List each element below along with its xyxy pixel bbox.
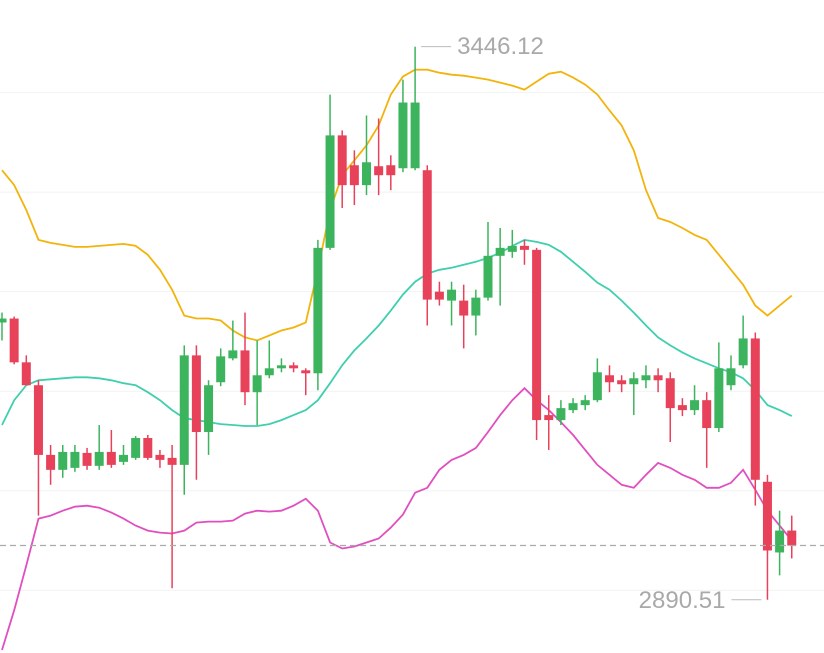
candle-body [191,355,201,433]
candle-body [580,400,590,406]
candle-body [167,457,177,465]
candle-body [775,530,785,553]
candle-body [155,454,165,460]
candle-body [313,247,323,374]
candle-body [9,318,19,363]
candle-body [362,162,371,186]
candle-body [106,451,116,465]
candle-body [410,102,420,169]
candle-body [592,372,602,401]
candle-body [228,350,238,359]
candle-body [70,451,80,468]
candle-body [762,481,772,551]
candle-body [82,452,92,466]
max-label: 3446.12 [457,33,544,60]
candle-body [398,102,408,169]
candle-body [46,454,56,470]
candle-body [787,530,797,546]
candle-body [459,300,469,316]
candle-body [519,245,529,250]
candle-body [276,365,286,369]
candle-body [447,289,457,301]
candle-body [617,380,627,385]
candle-body [471,297,481,316]
candle-body [702,400,712,429]
candle-body [386,165,396,176]
candle-body [289,365,299,369]
candle-body [337,135,347,186]
candle-body [714,368,724,429]
candle-body [325,135,335,248]
candle-body [738,338,748,366]
candle-body [677,405,687,411]
candle-body [544,415,554,421]
candle-body [653,375,663,381]
candle-body [33,385,43,455]
candle-body [556,408,566,421]
candle-body [434,291,444,300]
candle-body [349,165,359,186]
candle-body [94,451,104,466]
candle-body [690,400,700,411]
candle-body [665,378,675,409]
candle-body [374,166,384,176]
candle-body [264,368,274,376]
candle-body [750,338,760,480]
candle-body [641,375,651,381]
candle-body [240,350,250,393]
candle-body [21,362,31,386]
candle-body [216,356,226,383]
candle-body [483,255,493,298]
min-label: 2890.51 [639,587,726,614]
candle-body [0,318,7,323]
candle-body [58,451,68,470]
candle-body [179,355,189,465]
candle-body [605,375,614,383]
candle-body [507,245,517,252]
candle-body [252,375,262,393]
band-line [1,238,793,427]
candle-body [301,370,311,374]
candle-body [726,368,736,386]
candle-body [532,249,542,421]
band-line [1,68,793,342]
candle-body [204,385,214,433]
band-line [1,386,793,651]
candle-body [495,247,505,256]
candle-body [131,437,141,458]
candle-body [629,378,639,385]
candle-body [119,454,128,462]
candle-body [422,170,432,300]
candle-body [568,403,578,411]
candle-body [143,437,153,458]
